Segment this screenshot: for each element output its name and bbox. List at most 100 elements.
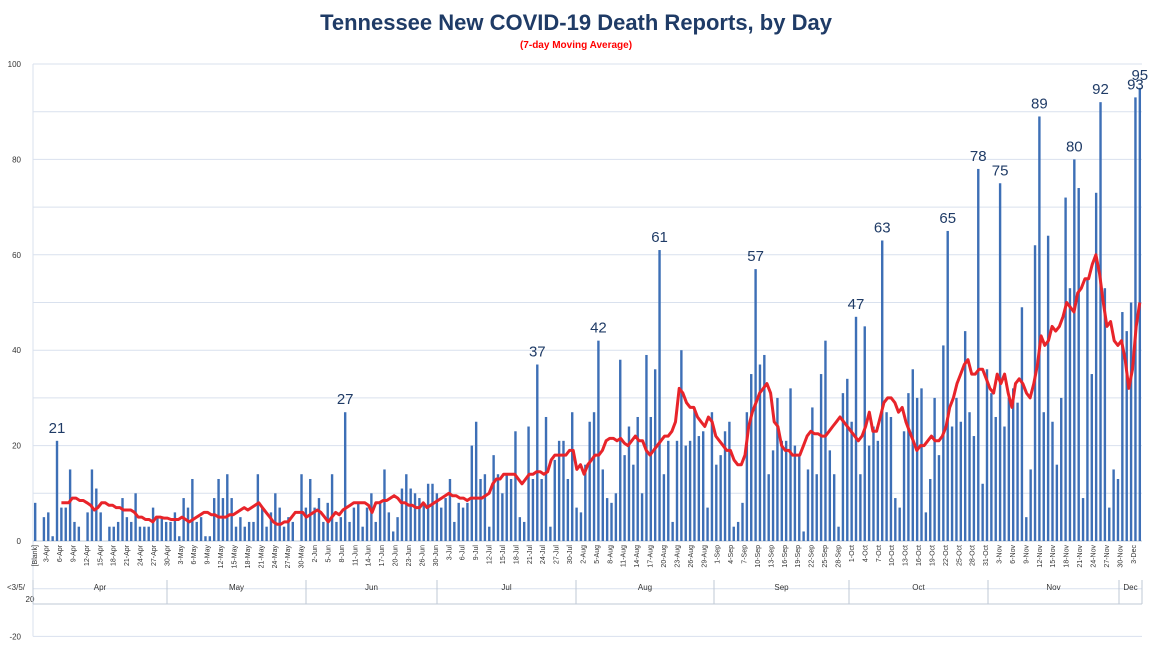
- bar: [252, 521, 255, 541]
- bar: [627, 426, 631, 541]
- month-label: Dec: [1123, 583, 1137, 592]
- x-tick-label: 12-Nov: [1037, 545, 1044, 568]
- x-tick-label: 23-Aug: [674, 545, 681, 568]
- bar: [339, 517, 343, 541]
- bar: [1099, 102, 1102, 541]
- bar: [920, 388, 923, 541]
- bar: [915, 397, 919, 541]
- bar: [562, 440, 565, 541]
- x-tick-label: 9-Nov: [1023, 545, 1030, 564]
- x-tick-label: 4-Oct: [862, 545, 869, 562]
- x-tick-label: 13-Oct: [903, 545, 910, 566]
- x-tick-label: 8-Aug: [607, 545, 614, 564]
- x-tick-label: 6-Nov: [1010, 545, 1017, 564]
- bar: [998, 183, 1002, 541]
- x-tick-label: 9-May: [205, 545, 212, 565]
- bar: [130, 521, 133, 541]
- bar: [736, 521, 740, 541]
- data-label: 42: [590, 320, 607, 337]
- x-tick-label: 8-Jun: [339, 545, 346, 563]
- bar: [426, 483, 430, 541]
- bar: [763, 354, 766, 541]
- bar: [55, 440, 59, 541]
- bar: [540, 478, 543, 541]
- bar: [990, 393, 993, 541]
- bar: [68, 469, 72, 541]
- bar: [1046, 235, 1050, 541]
- bar: [881, 240, 884, 542]
- bar: [680, 350, 683, 541]
- x-tick-label: 20-Jun: [393, 545, 400, 567]
- bar: [287, 517, 290, 541]
- bar: [1060, 397, 1063, 541]
- bar: [771, 450, 775, 541]
- bar: [706, 507, 709, 541]
- bar: [217, 478, 220, 541]
- bar: [309, 478, 312, 541]
- bar: [1103, 288, 1107, 541]
- bar: [514, 431, 517, 541]
- bar: [946, 230, 949, 541]
- x-tick-label: 13-Sep: [768, 545, 775, 568]
- month-axis: <3/5/20 Apr May Jun Jul Aug Sep Oct Nov Dec: [7, 580, 1143, 605]
- data-label: 47: [848, 296, 865, 313]
- x-tick-label: [Blank]: [32, 545, 39, 566]
- bar: [1116, 478, 1120, 541]
- bar: [702, 431, 705, 541]
- bar: [876, 440, 880, 541]
- bar: [715, 464, 718, 541]
- x-tick-label: 16-Oct: [916, 545, 923, 566]
- bar: [247, 521, 251, 541]
- bar: [147, 526, 150, 541]
- y-tick-label: 0: [17, 537, 22, 546]
- data-label: 92: [1092, 81, 1109, 98]
- data-label: 75: [992, 162, 1009, 179]
- month-label: Nov: [1046, 583, 1060, 592]
- bar: [282, 526, 286, 541]
- bar: [370, 493, 373, 541]
- bar: [758, 364, 762, 541]
- bar: [474, 421, 478, 541]
- grid: [32, 63, 1142, 637]
- bar: [867, 445, 871, 541]
- moving-average-series: [61, 253, 1142, 526]
- bar: [204, 536, 207, 541]
- bar: [894, 498, 897, 541]
- bar: [605, 498, 609, 541]
- bar: [579, 512, 583, 541]
- x-tick-label: 9-Apr: [70, 544, 77, 562]
- x-tick-label: 27-Apr: [151, 544, 158, 566]
- x-tick-label: 12-Jul: [487, 545, 494, 565]
- bar: [77, 526, 81, 541]
- bar: [522, 521, 526, 541]
- y-tick-label: 20: [12, 442, 21, 451]
- y-tick-label: 80: [12, 155, 21, 164]
- bar: [667, 440, 670, 541]
- bar: [1129, 302, 1133, 541]
- bar: [553, 459, 556, 541]
- bar: [335, 521, 338, 541]
- bar: [60, 507, 63, 541]
- bar: [619, 359, 622, 541]
- bar: [265, 526, 268, 541]
- bar: [885, 412, 888, 541]
- x-axis-start-label: <3/5/: [7, 583, 26, 592]
- bar: [907, 393, 910, 541]
- x-tick-label: 21-Nov: [1077, 545, 1084, 568]
- bar: [1025, 517, 1028, 541]
- bar: [557, 440, 561, 541]
- bar: [963, 331, 967, 541]
- bar: [470, 445, 473, 541]
- x-tick-label: 17-Jun: [379, 545, 386, 567]
- bar: [588, 421, 591, 541]
- x-tick-label: 7-Oct: [876, 545, 883, 562]
- bar: [824, 340, 827, 541]
- bar: [675, 440, 679, 541]
- bar: [889, 416, 893, 541]
- x-tick-label: 30-Nov: [1117, 545, 1124, 568]
- moving-average-line: [61, 253, 1142, 526]
- bar: [584, 464, 587, 541]
- x-tick-label: 7-Sep: [742, 545, 749, 564]
- bar: [378, 502, 382, 541]
